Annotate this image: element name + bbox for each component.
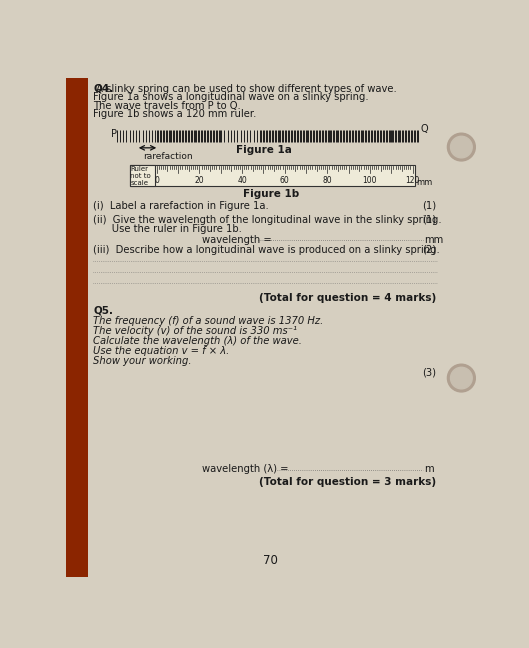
Text: Figure 1a: Figure 1a	[236, 145, 291, 155]
Circle shape	[448, 364, 476, 392]
Text: P: P	[111, 128, 117, 139]
Text: (Total for question = 3 marks): (Total for question = 3 marks)	[259, 477, 436, 487]
Text: wavelength (λ) =: wavelength (λ) =	[202, 465, 291, 474]
Text: (2): (2)	[423, 245, 436, 255]
Text: Calculate the wavelength (λ) of the wave.: Calculate the wavelength (λ) of the wave…	[93, 336, 302, 346]
Circle shape	[451, 367, 472, 389]
Text: 80: 80	[323, 176, 332, 185]
Bar	[130, 165, 415, 185]
Text: 20: 20	[195, 176, 204, 185]
Text: 100: 100	[363, 176, 377, 185]
Text: The frequency (f) of a sound wave is 1370 Hz.: The frequency (f) of a sound wave is 137…	[93, 316, 324, 327]
Text: (ii)  Give the wavelength of the longitudinal wave in the slinky spring.: (ii) Give the wavelength of the longitud…	[93, 215, 442, 225]
Text: The velocity (v) of the sound is 330 ms⁻¹: The velocity (v) of the sound is 330 ms⁻…	[93, 326, 297, 336]
Bar	[66, 78, 88, 577]
Text: (Total for question = 4 marks): (Total for question = 4 marks)	[259, 294, 436, 303]
Bar	[130, 165, 155, 185]
Text: 120: 120	[405, 176, 419, 185]
Text: (1): (1)	[423, 201, 436, 211]
Circle shape	[448, 133, 476, 161]
Text: (iii)  Describe how a longitudinal wave is produced on a slinky spring.: (iii) Describe how a longitudinal wave i…	[93, 245, 440, 255]
Text: Show your working.: Show your working.	[93, 356, 191, 365]
Text: mm: mm	[424, 235, 443, 245]
Text: 60: 60	[280, 176, 289, 185]
Text: Q: Q	[421, 124, 428, 134]
Text: m: m	[424, 465, 434, 474]
Text: The wave travels from P to Q.: The wave travels from P to Q.	[93, 101, 241, 111]
Text: mm: mm	[416, 178, 433, 187]
Text: (1): (1)	[423, 215, 436, 225]
Text: Figure 1a shows a longitudinal wave on a slinky spring.: Figure 1a shows a longitudinal wave on a…	[93, 93, 369, 102]
Text: 40: 40	[237, 176, 247, 185]
Text: rarefaction: rarefaction	[144, 152, 193, 161]
Text: wavelength =: wavelength =	[202, 235, 275, 245]
Text: Ruler
not to
scale: Ruler not to scale	[131, 167, 151, 187]
Text: Figure 1b: Figure 1b	[243, 189, 299, 200]
Text: Figure 1b shows a 120 mm ruler.: Figure 1b shows a 120 mm ruler.	[93, 110, 257, 119]
Text: Q5.: Q5.	[93, 306, 113, 316]
Text: (3): (3)	[423, 367, 436, 377]
Circle shape	[451, 136, 472, 158]
Text: 0: 0	[154, 176, 159, 185]
Text: 70: 70	[263, 553, 278, 566]
Text: Use the equation v = f × λ.: Use the equation v = f × λ.	[93, 346, 230, 356]
Text: A slinky spring can be used to show different types of wave.: A slinky spring can be used to show diff…	[93, 84, 397, 94]
Text: Q4.: Q4.	[93, 84, 113, 94]
Text: (i)  Label a rarefaction in Figure 1a.: (i) Label a rarefaction in Figure 1a.	[93, 201, 269, 211]
Text: Use the ruler in Figure 1b.: Use the ruler in Figure 1b.	[93, 224, 242, 234]
